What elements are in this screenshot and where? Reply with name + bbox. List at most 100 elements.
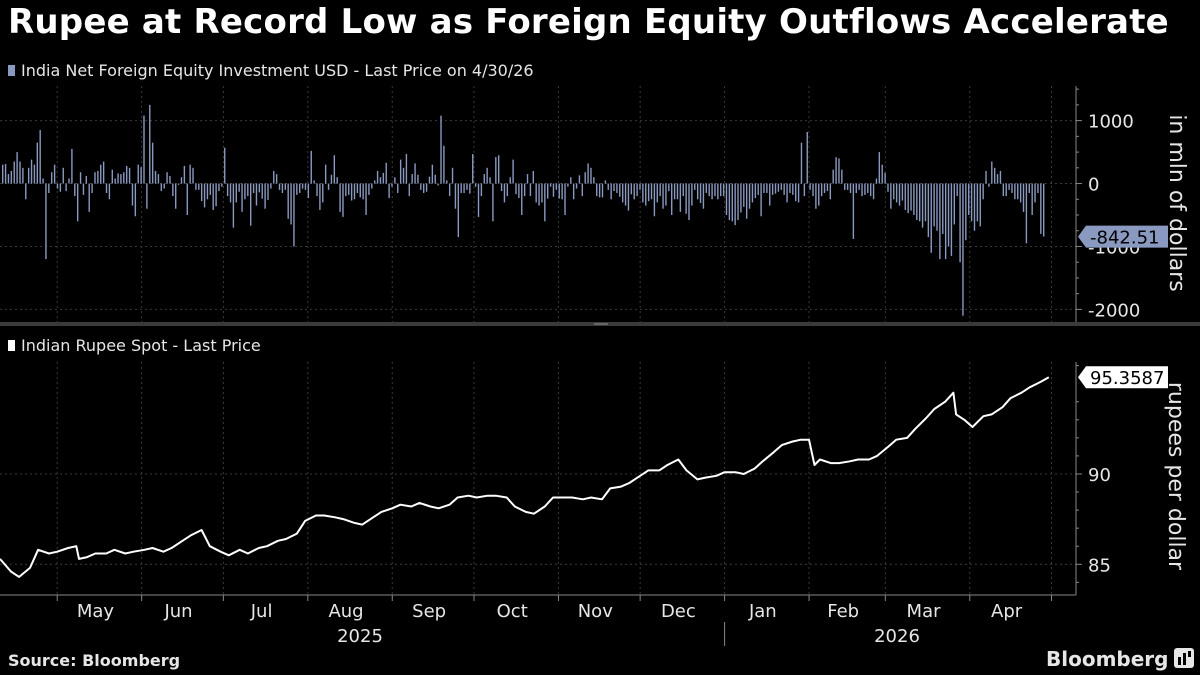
bar	[838, 158, 840, 184]
bar	[968, 183, 970, 216]
bar	[942, 183, 944, 234]
bar	[593, 177, 595, 184]
bar	[535, 183, 537, 203]
bar	[740, 183, 742, 213]
bar	[555, 183, 558, 190]
bar	[293, 183, 295, 247]
bar	[751, 183, 754, 203]
bar	[460, 183, 462, 193]
bar	[936, 183, 938, 231]
bar	[846, 183, 849, 190]
bar	[500, 183, 503, 192]
bar	[743, 183, 745, 207]
bar	[728, 183, 731, 221]
bar	[774, 183, 777, 194]
bar	[636, 183, 638, 197]
bar	[895, 183, 898, 203]
bar	[336, 177, 338, 184]
bar	[2, 164, 4, 184]
bar	[725, 183, 728, 216]
bar	[607, 183, 609, 190]
bar	[249, 183, 252, 226]
bar	[645, 183, 647, 206]
bar	[662, 183, 664, 209]
bar	[183, 165, 186, 184]
bar	[108, 183, 111, 200]
bar	[999, 170, 1002, 184]
bar	[521, 183, 523, 216]
bar	[212, 183, 214, 210]
bar	[523, 183, 526, 197]
bar	[428, 176, 431, 184]
bar	[255, 183, 258, 206]
bar	[771, 183, 774, 195]
y-tick-label-bottom: 90	[1088, 465, 1111, 486]
bar	[497, 155, 500, 184]
bar	[423, 183, 425, 193]
bar	[910, 183, 912, 211]
bar	[861, 183, 863, 197]
bar	[973, 183, 976, 231]
bar	[229, 183, 232, 203]
last-value-label-bottom: 95.3587	[1078, 366, 1168, 389]
bar	[1014, 183, 1016, 200]
bar	[988, 183, 990, 187]
bar	[39, 130, 41, 184]
last-value-label-top-text: -842.51	[1090, 228, 1159, 249]
bar	[979, 183, 981, 227]
bar-series	[2, 104, 1045, 316]
bloomberg-logo: Bloomberg	[1046, 647, 1169, 671]
bar	[275, 174, 278, 184]
last-value-label-top-box	[1078, 225, 1168, 248]
bar	[924, 183, 927, 222]
last-value-label-bottom-box	[1078, 366, 1168, 389]
bar	[111, 169, 113, 184]
bar	[226, 183, 229, 197]
bar	[745, 183, 748, 219]
bar	[114, 178, 116, 184]
bar	[247, 183, 249, 197]
bar	[639, 183, 641, 190]
bar	[224, 147, 226, 184]
bar	[166, 172, 168, 184]
bar	[394, 177, 396, 184]
bar	[982, 183, 984, 200]
bar	[125, 165, 128, 184]
bar	[561, 183, 563, 200]
bar	[13, 161, 15, 184]
bar	[137, 164, 139, 184]
bar	[51, 172, 53, 184]
bar	[290, 183, 292, 225]
bar	[921, 183, 924, 228]
bar	[420, 183, 422, 190]
bar	[590, 167, 592, 184]
bar	[864, 183, 866, 195]
bar	[985, 170, 987, 184]
bar	[446, 180, 448, 184]
bar	[105, 183, 108, 193]
bar	[691, 183, 693, 206]
panel-divider-handle[interactable]	[594, 323, 608, 325]
bar	[720, 183, 722, 197]
bar	[780, 183, 782, 190]
bar	[431, 164, 434, 184]
bar	[267, 183, 269, 200]
bar	[613, 183, 615, 192]
bar	[299, 183, 301, 193]
bar	[74, 183, 76, 197]
bar	[685, 183, 687, 214]
bar	[947, 183, 950, 247]
bar	[558, 183, 560, 199]
bar	[218, 183, 220, 192]
bar	[405, 153, 408, 184]
bar	[650, 183, 653, 200]
bar	[676, 183, 679, 200]
bar	[91, 183, 93, 193]
bar	[699, 183, 702, 204]
bar	[919, 183, 921, 222]
y-axis-label-bottom: rupees per dollar	[1163, 381, 1188, 571]
bar	[970, 183, 973, 222]
bar	[287, 183, 289, 219]
bar	[492, 183, 494, 222]
